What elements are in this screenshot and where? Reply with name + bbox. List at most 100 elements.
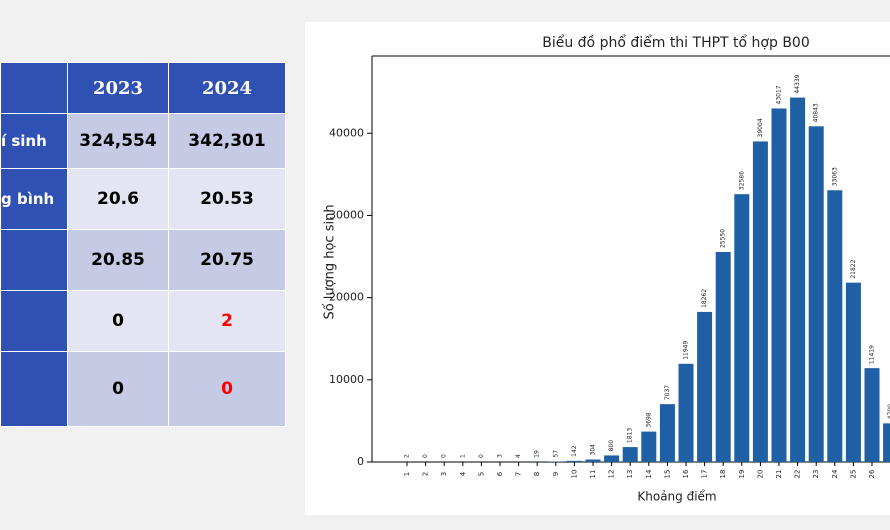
- x-tick-label: 26: [868, 469, 876, 478]
- x-tick-label: 10: [570, 470, 578, 479]
- bar: [771, 108, 787, 462]
- x-tick-label: 13: [626, 470, 634, 479]
- x-axis-label: Khoảng điểm: [637, 490, 716, 504]
- header-cell: 2024: [168, 62, 286, 114]
- data-label: 7037: [664, 385, 671, 400]
- bar: [734, 194, 750, 463]
- header-row: 2023 2024: [0, 62, 286, 114]
- stats-table: 2023 2024 í sinh 324,554 342,301 g bình 20.6 20…: [0, 62, 286, 427]
- data-label: 3698: [645, 412, 652, 427]
- data-label: 19: [534, 450, 541, 458]
- data-label: 0: [478, 454, 485, 458]
- bar: [659, 404, 675, 462]
- y-tick-label: 10000: [329, 373, 364, 386]
- bar: [752, 141, 768, 463]
- y-tick-label: 30000: [329, 208, 364, 221]
- value-cell: 20.75: [168, 229, 286, 291]
- value-cell: 0: [67, 290, 169, 352]
- y-tick-label: 0: [357, 455, 364, 468]
- data-label: 43017: [776, 85, 783, 104]
- data-label: 1: [459, 454, 466, 458]
- data-label: 11949: [683, 341, 690, 360]
- data-label: 39004: [757, 118, 764, 137]
- row-label: g bình: [0, 168, 68, 230]
- x-tick-label: 12: [608, 470, 616, 479]
- data-label: 40843: [813, 103, 820, 122]
- data-label: 800: [608, 440, 615, 452]
- bar: [678, 363, 694, 462]
- value-cell: 20.6: [67, 168, 169, 230]
- data-label: 3: [497, 454, 504, 458]
- x-tick-label: 6: [496, 471, 504, 476]
- bar: [641, 431, 657, 462]
- bar: [585, 459, 601, 462]
- x-tick-label: 18: [719, 470, 727, 479]
- data-label: 142: [571, 445, 578, 457]
- data-label: 21822: [850, 259, 857, 278]
- table-row: í sinh 324,554 342,301: [0, 113, 286, 169]
- data-label: 4700: [887, 404, 890, 419]
- data-label: 304: [590, 444, 597, 456]
- bar: [604, 455, 620, 462]
- data-label: 33063: [831, 167, 838, 186]
- bar: [827, 190, 843, 463]
- x-tick-label: 17: [701, 470, 709, 479]
- chart: Biểu đồ phổ điểm thi THPT tổ hợp B00 Kho…: [305, 22, 890, 515]
- bar: [864, 368, 880, 462]
- x-tick-label: 4: [459, 471, 467, 476]
- x-tick-label: 11: [589, 470, 597, 479]
- header-cell: 2023: [67, 62, 169, 114]
- data-label: 0: [441, 454, 448, 458]
- chart-title: Biểu đồ phổ điểm thi THPT tổ hợp B00: [542, 34, 810, 51]
- data-label: 18262: [701, 289, 708, 308]
- x-tick-label: 24: [831, 469, 839, 478]
- x-tick-label: 1: [403, 472, 411, 476]
- value-cell: 342,301: [168, 113, 286, 169]
- value-cell: 0: [168, 351, 286, 427]
- x-tick-label: 21: [775, 470, 783, 479]
- header-cell: [0, 62, 68, 114]
- bar: [883, 423, 890, 462]
- x-tick-label: 19: [738, 470, 746, 479]
- bar: [715, 252, 731, 462]
- row-label: [0, 229, 68, 291]
- x-tick-label: 5: [477, 472, 485, 476]
- data-label: 11419: [869, 345, 876, 364]
- value-cell: 0: [67, 351, 169, 427]
- y-tick-label: 20000: [329, 291, 364, 304]
- row-label: [0, 351, 68, 427]
- value-cell: 20.85: [67, 229, 169, 291]
- x-tick-label: 8: [533, 472, 541, 476]
- x-tick-label: 25: [849, 470, 857, 479]
- value-cell: 324,554: [67, 113, 169, 169]
- x-tick-label: 2: [422, 472, 430, 476]
- row-label: [0, 290, 68, 352]
- bar: [808, 126, 824, 463]
- x-tick-label: 9: [552, 472, 560, 476]
- x-tick-label: 14: [645, 469, 653, 478]
- x-tick-label: 7: [515, 472, 523, 476]
- data-label: 1813: [627, 428, 634, 443]
- y-axis-label: Số lượng học sinh: [323, 204, 338, 319]
- bar: [845, 282, 861, 462]
- x-tick-label: 16: [682, 469, 690, 478]
- x-tick-label: 22: [794, 470, 802, 479]
- y-tick-label: 40000: [329, 126, 364, 139]
- value-cell: 2: [168, 290, 286, 352]
- data-label: 44339: [794, 74, 801, 93]
- x-tick-label: 20: [756, 470, 764, 479]
- row-label: í sinh: [0, 113, 68, 169]
- bar: [697, 311, 713, 462]
- data-label: 2: [404, 454, 411, 458]
- data-label: 4: [515, 454, 522, 458]
- data-label: 25550: [720, 229, 727, 248]
- value-cell: 20.53: [168, 168, 286, 230]
- x-tick-label: 3: [440, 472, 448, 476]
- table-row: 20.85 20.75: [0, 229, 286, 291]
- x-tick-label: 23: [812, 470, 820, 479]
- data-label: 0: [422, 454, 429, 458]
- x-tick-label: 15: [663, 470, 671, 479]
- data-label: 32586: [738, 171, 745, 190]
